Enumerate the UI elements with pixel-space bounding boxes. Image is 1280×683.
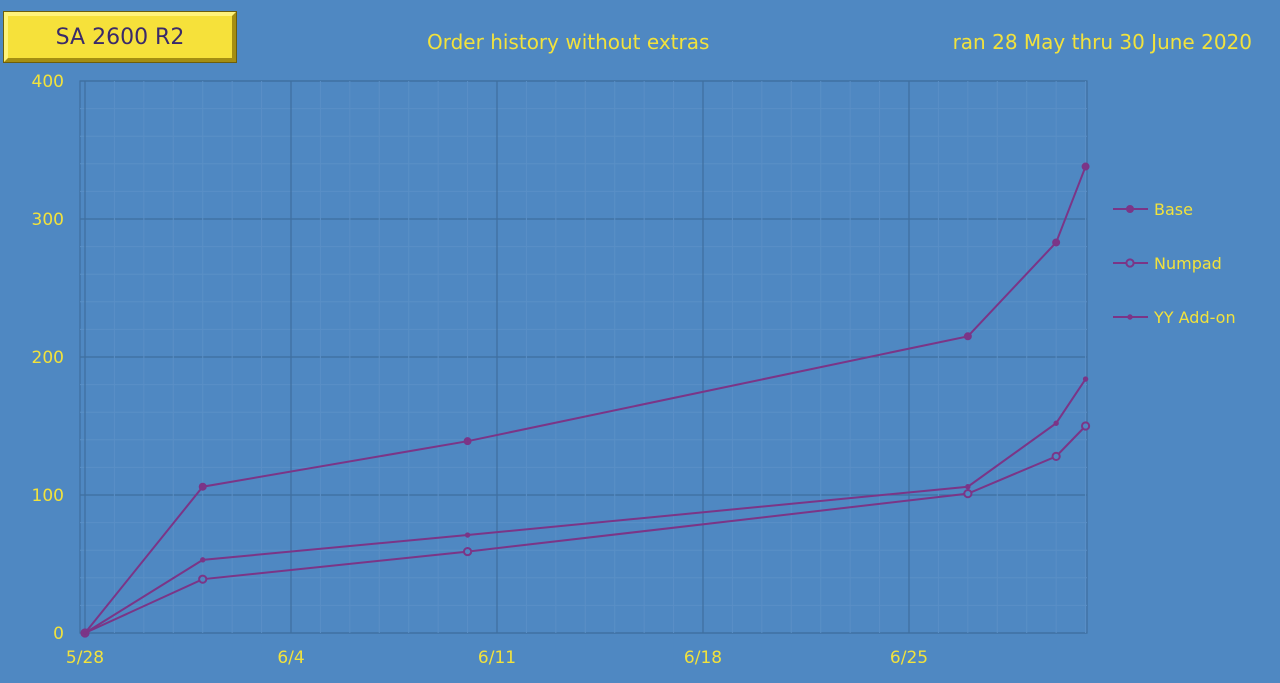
series-layer bbox=[80, 162, 1091, 638]
y-tick-label: 300 bbox=[32, 210, 64, 230]
series-yy-add-on bbox=[82, 376, 1089, 636]
data-point bbox=[963, 332, 972, 341]
chart-badge: SA 2600 R2 bbox=[3, 11, 237, 63]
legend-item: Base bbox=[1113, 200, 1193, 219]
data-point bbox=[198, 482, 207, 491]
legend-marker bbox=[1126, 205, 1134, 213]
y-tick-label: 400 bbox=[32, 72, 64, 92]
x-tick-label: 6/18 bbox=[684, 648, 722, 668]
data-point bbox=[200, 557, 206, 563]
data-point bbox=[963, 489, 973, 499]
data-point bbox=[463, 437, 472, 446]
x-tick-label: 6/25 bbox=[890, 648, 928, 668]
axis-tick-labels: 0 100 200 300 400 5/28 6/4 6/11 6/18 6/25 bbox=[32, 72, 929, 668]
legend-item: YY Add-on bbox=[1113, 308, 1236, 327]
chart-title: Order history without extras bbox=[427, 30, 710, 54]
legend-marker bbox=[1127, 314, 1133, 320]
y-tick-label: 0 bbox=[53, 624, 64, 644]
series-line bbox=[84, 378, 1087, 634]
data-point bbox=[1052, 238, 1061, 247]
series-line bbox=[84, 425, 1087, 634]
series-line bbox=[84, 166, 1087, 634]
x-tick-label: 6/11 bbox=[478, 648, 516, 668]
y-tick-label: 200 bbox=[32, 348, 64, 368]
data-point bbox=[82, 630, 88, 636]
legend-item: Numpad bbox=[1113, 254, 1222, 273]
data-point bbox=[1051, 451, 1061, 461]
data-point bbox=[198, 574, 208, 584]
data-point bbox=[1053, 420, 1059, 426]
data-point bbox=[965, 484, 971, 490]
chart-subtitle: ran 28 May thru 30 June 2020 bbox=[952, 30, 1252, 54]
data-point bbox=[1081, 162, 1090, 171]
data-point bbox=[1082, 376, 1089, 382]
data-point bbox=[464, 532, 471, 538]
data-point bbox=[462, 546, 473, 557]
data-point bbox=[1080, 421, 1091, 431]
legend: Base Numpad YY Add-on bbox=[1113, 200, 1236, 327]
legend-label: YY Add-on bbox=[1153, 308, 1236, 327]
x-tick-label: 6/4 bbox=[277, 648, 304, 668]
grid-lines bbox=[79, 80, 1088, 634]
x-tick-label: 5/28 bbox=[66, 648, 104, 668]
legend-label: Base bbox=[1154, 200, 1193, 219]
y-tick-label: 100 bbox=[32, 486, 64, 506]
legend-label: Numpad bbox=[1154, 254, 1222, 273]
legend-marker bbox=[1125, 258, 1135, 268]
